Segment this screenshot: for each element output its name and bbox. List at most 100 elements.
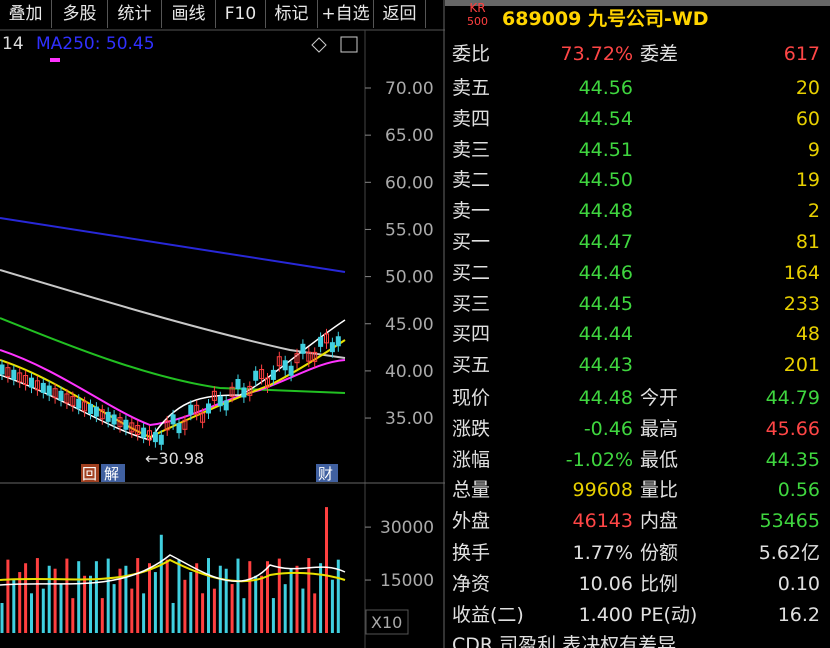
volume-bar bbox=[89, 575, 92, 633]
volume-bar bbox=[100, 598, 104, 633]
quote-cell: 总量 bbox=[452, 479, 491, 502]
quote-cell: 73.72% bbox=[560, 43, 633, 65]
volume-bar bbox=[319, 563, 323, 633]
left-text: 14 bbox=[2, 34, 24, 54]
candle-body bbox=[294, 353, 300, 364]
book-price: 44.56 bbox=[578, 77, 633, 99]
candle-body bbox=[265, 377, 270, 388]
volume-bar bbox=[183, 579, 187, 633]
toolbar-button[interactable]: 叠加 bbox=[0, 0, 52, 28]
quote-cell: 1.400 bbox=[578, 603, 633, 626]
volume-bar bbox=[177, 559, 181, 633]
toolbar-button[interactable]: 返回 bbox=[374, 0, 426, 28]
candle-body bbox=[176, 423, 182, 434]
volume-ma-line bbox=[0, 554, 346, 586]
quote-cell: 53465 bbox=[759, 510, 820, 533]
book-volume: 201 bbox=[783, 354, 820, 377]
event-icon[interactable] bbox=[101, 464, 125, 482]
quote-cell: 44.48 bbox=[578, 387, 633, 409]
quote-cell: 最低 bbox=[640, 448, 679, 471]
volume-bar bbox=[24, 563, 28, 633]
quote-cell: 净资 bbox=[452, 572, 491, 595]
toolbar-button[interactable]: 多股 bbox=[52, 0, 108, 28]
toolbar-button[interactable]: 标记 bbox=[266, 0, 318, 28]
event-icon-label[interactable]: 回 bbox=[82, 465, 97, 483]
quote-panel: KR 500 689009 九号公司-WD 委比 73.72% 委差 617 卖五 44.… bbox=[445, 0, 830, 648]
toolbar-button[interactable]: 画线 bbox=[162, 0, 216, 28]
book-label: 买一 bbox=[452, 231, 491, 253]
quote-cell: 外盘 bbox=[452, 510, 491, 533]
book-price: 44.43 bbox=[578, 354, 633, 377]
book-label: 买三 bbox=[452, 292, 491, 315]
panel-toggle[interactable] bbox=[340, 36, 358, 53]
quote-cell: 比例 bbox=[640, 572, 679, 595]
volume-bar bbox=[136, 558, 140, 633]
event-icon[interactable] bbox=[316, 464, 338, 482]
candle-body bbox=[117, 417, 123, 428]
candle-body bbox=[206, 403, 211, 414]
price-tick-label: 55.00 bbox=[385, 220, 434, 240]
quote-cell: -1.02% bbox=[565, 448, 633, 471]
toolbar-button[interactable]: 统计 bbox=[108, 0, 162, 28]
volume-bar bbox=[83, 575, 87, 633]
candle-body bbox=[34, 380, 40, 391]
event-icon[interactable] bbox=[81, 464, 99, 482]
candle-body bbox=[0, 364, 5, 375]
book-price: 44.47 bbox=[578, 231, 633, 253]
quote-cell: 换手 bbox=[452, 542, 491, 564]
volume-bar bbox=[289, 568, 293, 633]
book-volume: 2 bbox=[807, 200, 820, 223]
diamond-icon[interactable] bbox=[311, 37, 327, 53]
candle-body bbox=[170, 414, 176, 425]
price-tick-label: 45.00 bbox=[385, 315, 434, 335]
book-label: 买四 bbox=[452, 323, 491, 346]
candle-body bbox=[17, 372, 23, 383]
price-tick-label: 35.00 bbox=[385, 409, 434, 429]
book-label: 卖四 bbox=[452, 107, 491, 130]
volume-bar bbox=[77, 561, 81, 633]
candle-body bbox=[11, 369, 17, 380]
candle-body bbox=[40, 382, 46, 393]
volume-bar bbox=[159, 534, 163, 633]
candle-body bbox=[282, 360, 288, 371]
separator bbox=[445, 2, 830, 3]
quote-cell: 45.66 bbox=[765, 417, 820, 440]
quote-cell: 0.10 bbox=[777, 572, 820, 595]
book-price: 44.44 bbox=[578, 323, 633, 346]
ma-swatch bbox=[50, 58, 60, 62]
unit-box bbox=[365, 609, 409, 635]
candle-body bbox=[5, 367, 11, 378]
book-label: 买五 bbox=[452, 354, 491, 377]
event-icon-label[interactable]: 财 bbox=[318, 465, 333, 483]
volume-bar bbox=[142, 593, 146, 633]
toolbar-button[interactable]: +自选 bbox=[318, 0, 374, 28]
event-icon-label[interactable]: 解 bbox=[104, 465, 119, 483]
toolbar-button[interactable]: F10 bbox=[216, 0, 266, 28]
candle-body bbox=[253, 370, 259, 381]
quote-cell: 委比 bbox=[452, 43, 491, 65]
volume-bar bbox=[218, 565, 222, 633]
quote-cell: 量比 bbox=[640, 479, 679, 502]
price-tick-label: 70.00 bbox=[385, 79, 434, 99]
volume-bar bbox=[30, 593, 33, 633]
book-price: 44.46 bbox=[578, 261, 633, 284]
quote-cell: 内盘 bbox=[640, 510, 679, 533]
book-price: 44.50 bbox=[578, 169, 633, 192]
book-price: 44.45 bbox=[578, 292, 633, 315]
book-label: 卖五 bbox=[452, 77, 491, 99]
book-label: 买二 bbox=[452, 261, 491, 284]
candle-body bbox=[217, 396, 223, 407]
candle-body bbox=[82, 401, 88, 412]
candle-body bbox=[241, 387, 247, 398]
ma120-line bbox=[0, 269, 346, 359]
candle-body bbox=[288, 365, 294, 376]
volume-bar bbox=[313, 593, 317, 633]
volume-bar bbox=[118, 568, 122, 633]
volume-bar bbox=[266, 561, 269, 633]
volume-tick-label: 30000 bbox=[380, 518, 434, 538]
candle-body bbox=[58, 390, 64, 401]
volume-bar bbox=[201, 593, 205, 633]
ma10-line bbox=[0, 339, 346, 439]
volume-bar bbox=[106, 558, 110, 633]
volume-bar bbox=[35, 558, 39, 633]
